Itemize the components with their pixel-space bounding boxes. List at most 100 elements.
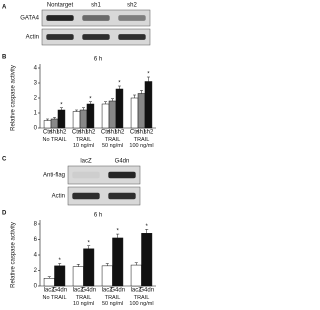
bar (43, 278, 55, 287)
bar (50, 118, 59, 129)
significance-mark: * (60, 102, 63, 108)
blot-band (72, 192, 100, 200)
bar (43, 120, 52, 129)
x-tick-label: TRAIL 50 ng/ml (101, 295, 124, 307)
bar-label: Ctrl (72, 130, 81, 136)
y-tick-label: 2 (34, 96, 38, 102)
y-axis-label: Relative caspase activity (11, 222, 17, 288)
significance-mark: * (59, 258, 62, 264)
bar (141, 233, 153, 287)
blot-column-label: G4dn (115, 159, 130, 165)
bar (72, 111, 81, 129)
blot-band (118, 15, 146, 21)
error-bar (58, 263, 62, 266)
error-bar (111, 98, 114, 101)
blot-band (72, 171, 100, 179)
chart-title: 6 h (94, 213, 102, 219)
error-bar (116, 233, 120, 238)
bar (72, 266, 84, 287)
bar (115, 88, 124, 129)
bar (86, 103, 95, 129)
bar (79, 109, 88, 129)
panel-label: C (2, 157, 7, 163)
bar (101, 103, 110, 129)
x-tick-label: TRAIL 10 ng/ml (72, 295, 95, 307)
error-bar (47, 276, 51, 279)
bar-label: sh2 (57, 130, 67, 136)
bar-label: sh1 (79, 130, 89, 136)
error-bar (88, 101, 92, 104)
blot-row-label: GATA4 (20, 16, 39, 22)
bar (144, 81, 153, 129)
error-bar (134, 262, 138, 266)
x-tick-label: TRAIL 10 ng/ml (72, 137, 95, 149)
blot-band (108, 171, 136, 179)
panel-label: B (2, 55, 7, 61)
bar (130, 97, 139, 129)
y-tick-label: 1 (34, 111, 38, 117)
bar-label: Ctrl (130, 130, 139, 136)
error-bar (46, 118, 50, 121)
blot-strip (67, 165, 141, 185)
blot-row-label: Actin (26, 35, 39, 41)
y-tick-label: 4 (34, 66, 38, 72)
blot-band (108, 192, 136, 200)
error-bar (53, 117, 56, 119)
blot-column-label: Nontarget (47, 3, 74, 9)
x-tick-label: No TRAIL (42, 137, 67, 143)
significance-mark: * (89, 96, 92, 102)
significance-mark: * (117, 229, 120, 235)
blot-band (82, 34, 110, 40)
y-tick-label: 0 (34, 126, 38, 132)
panel-label: A (2, 5, 7, 11)
error-bar (133, 94, 137, 98)
blot-band (82, 15, 110, 21)
blot-strip (67, 186, 141, 206)
bar-label: sh2 (144, 130, 154, 136)
panel-label: D (2, 211, 7, 217)
figure: A B C D Nontarget sh1 sh2 GATA4 Actin lacZ G4dn Ant… (2, 3, 156, 307)
bar-label: G4dn (52, 288, 67, 294)
bar-label: G4dn (81, 288, 96, 294)
significance-mark: * (146, 224, 149, 230)
error-bar (75, 109, 79, 112)
significance-mark: * (88, 240, 91, 246)
bar (137, 93, 146, 129)
blot-column-label: sh1 (91, 3, 101, 9)
bar (57, 109, 66, 129)
error-bar (146, 76, 150, 82)
error-bar (76, 264, 80, 267)
error-bar (82, 107, 85, 110)
bar (101, 265, 113, 287)
bar-label: sh1 (50, 130, 60, 136)
blot-band (46, 34, 74, 40)
blot-band (118, 34, 146, 40)
x-tick-label: TRAIL 50 ng/ml (101, 137, 124, 149)
blot-column-label: lacZ (80, 159, 92, 165)
bar-label: lacZ (44, 288, 56, 294)
y-tick-label: 2 (34, 268, 38, 274)
error-bar (87, 245, 91, 249)
error-bar (117, 85, 121, 89)
blot-row-label: Actin (52, 194, 65, 200)
error-bar (145, 229, 149, 234)
bar-label: lacZ (131, 288, 143, 294)
y-tick-label: 6 (34, 237, 38, 243)
y-tick-label: 4 (34, 253, 38, 259)
y-axis-label: Relative caspase activity (11, 65, 17, 131)
bar-label: sh2 (86, 130, 96, 136)
bar-label: lacZ (73, 288, 85, 294)
bar (130, 264, 142, 287)
error-bar (140, 90, 143, 94)
blot-row-label: Anti-flag (43, 173, 65, 179)
bar (83, 248, 95, 287)
bar-label: G4dn (110, 288, 125, 294)
y-tick-label: 0 (34, 284, 38, 290)
bar (54, 265, 66, 287)
y-tick-label: 8 (34, 222, 38, 228)
bar-label: sh2 (115, 130, 125, 136)
error-bar (59, 107, 63, 110)
significance-mark: * (118, 81, 121, 87)
bar-label: sh1 (137, 130, 147, 136)
